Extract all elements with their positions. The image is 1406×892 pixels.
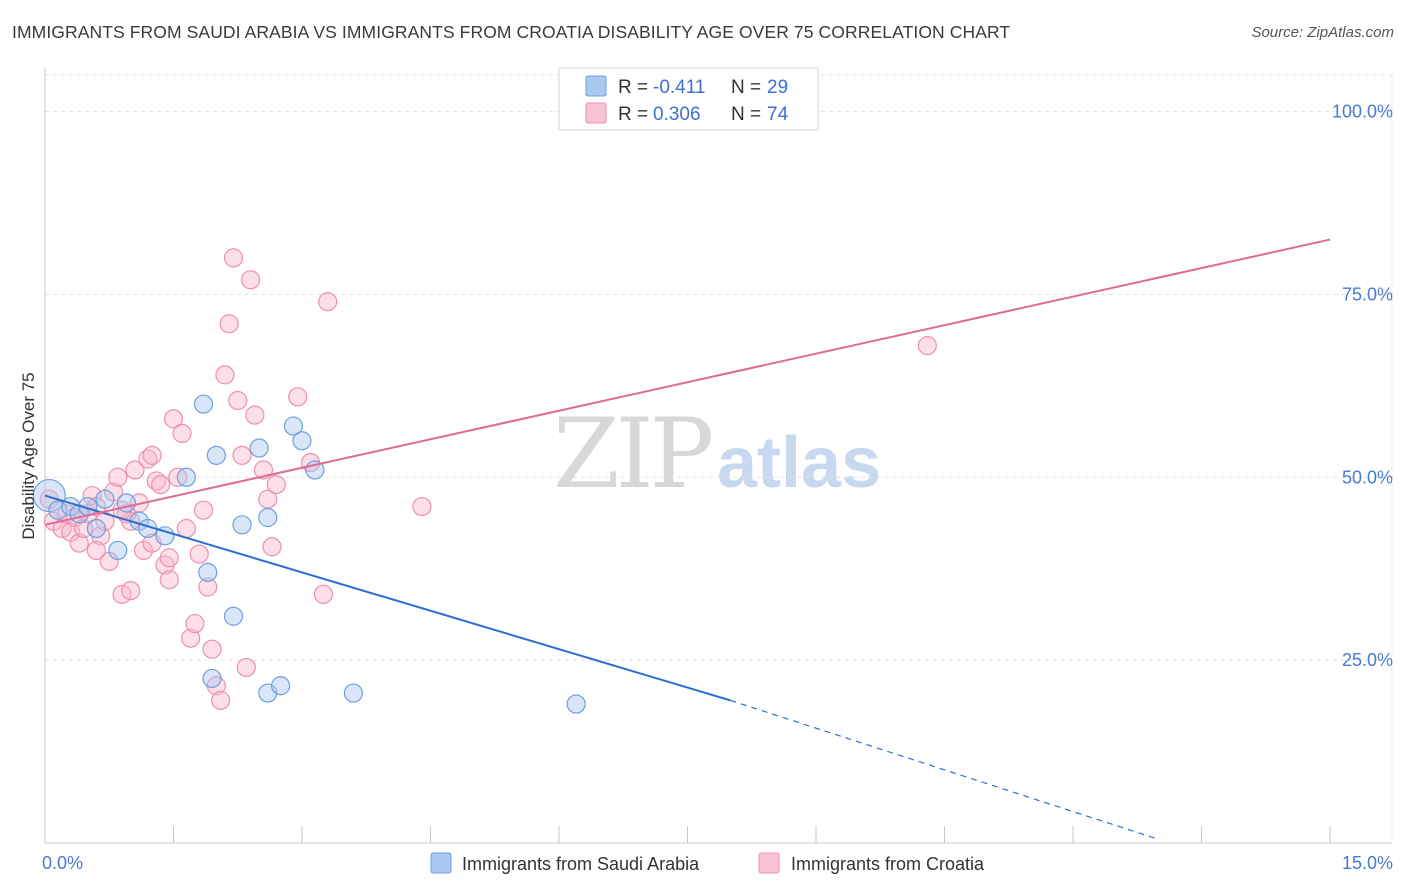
blue-point-15: [202, 668, 222, 689]
y-tick-label-1: 50.0%: [1342, 467, 1393, 487]
source-label: Source: ZipAtlas.com: [1251, 24, 1394, 41]
pink-point-15: [108, 467, 128, 487]
legend: R = -0.411 N = 29 R = 0.306 N = 74: [558, 67, 819, 131]
blue-point-27: [566, 694, 586, 714]
pink-point-39: [211, 690, 231, 710]
data-points: [32, 248, 937, 714]
pink-point-45: [236, 657, 256, 678]
legend-swatch-pink: [585, 102, 607, 124]
blue-point-19: [249, 438, 269, 458]
y-tick-labels: 25.0% 50.0% 75.0% 100.0%: [1332, 102, 1393, 671]
watermark: ZIP atlas: [553, 398, 881, 510]
x-tick-label-1: 15.0%: [1342, 853, 1393, 873]
blue-point-18: [223, 606, 244, 626]
blue-point-7: [108, 540, 128, 561]
blue-point-23: [283, 416, 304, 436]
legend-n-value-1: 29: [767, 77, 788, 98]
blue-point-1: [48, 500, 68, 520]
x-tick-labels: 0.0% 15.0%: [42, 853, 1393, 873]
pink-point-52: [288, 387, 308, 407]
pink-point-37: [202, 639, 222, 659]
pink-point-34: [189, 544, 209, 564]
bottom-legend-swatch-pink: [758, 852, 780, 874]
pink-point-50: [262, 537, 282, 557]
bottom-legend-swatch-blue: [430, 852, 452, 874]
legend-n-label-2: N =: [731, 104, 761, 125]
pink-point-33: [185, 613, 205, 634]
trend-lines: [44, 238, 1331, 840]
y-axis-label: Disability Age Over 75: [19, 372, 38, 539]
blue-point-12: [176, 467, 196, 487]
pink-point-56: [121, 581, 141, 601]
blue-point-14: [198, 562, 218, 582]
blue-point-13: [193, 394, 214, 414]
pink-point-23: [142, 445, 162, 465]
pink-point-40: [215, 365, 235, 385]
pink-point-28: [163, 409, 184, 429]
pink-point-25: [151, 475, 171, 495]
watermark-zip: ZIP: [553, 398, 712, 510]
blue-point-26: [343, 683, 363, 703]
pink-point-42: [223, 248, 244, 268]
pink-point-61: [412, 496, 432, 517]
blue-point-11: [155, 526, 175, 546]
pink-trend-line: [44, 238, 1331, 526]
blue-point-16: [206, 445, 226, 465]
pink-point-54: [313, 584, 334, 604]
legend-n-value-2: 74: [767, 104, 789, 125]
blue-point-17: [232, 515, 252, 535]
pink-point-6: [69, 533, 89, 553]
x-tick-label-0: 0.0%: [42, 853, 83, 873]
bottom-legend-label-croatia: Immigrants from Croatia: [791, 854, 985, 874]
pink-point-47: [245, 405, 265, 425]
bottom-legend: Immigrants from Saudi Arabia Immigrants …: [430, 852, 985, 874]
legend-r-value-1: -0.411: [653, 77, 705, 98]
pink-point-46: [241, 270, 261, 290]
y-tick-label-3: 100.0%: [1332, 102, 1393, 122]
blue-point-22: [270, 676, 291, 696]
y-tick-label-0: 25.0%: [1342, 650, 1393, 670]
legend-swatch-blue: [585, 75, 607, 97]
watermark-atlas: atlas: [717, 423, 881, 503]
blue-point-8: [116, 493, 136, 513]
pink-point-60: [159, 548, 179, 568]
legend-n-label-1: N =: [731, 77, 761, 98]
legend-r-label-1: R =: [618, 77, 648, 98]
bottom-legend-label-saudi: Immigrants from Saudi Arabia: [462, 854, 700, 874]
axes: [44, 68, 1392, 844]
chart-title: IMMIGRANTS FROM SAUDI ARABIA VS IMMIGRAN…: [12, 22, 1011, 42]
pink-point-32: [181, 628, 201, 648]
pink-point-57: [86, 540, 107, 561]
pink-point-35: [193, 500, 214, 520]
pink-point-51: [266, 475, 286, 495]
pink-point-9: [82, 485, 102, 506]
pink-point-19: [125, 460, 145, 480]
legend-r-value-2: 0.306: [653, 104, 701, 125]
blue-point-6: [95, 489, 115, 509]
blue-trend-extension: [730, 699, 1159, 840]
pink-point-55: [318, 292, 338, 312]
blue-point-21: [258, 507, 278, 528]
legend-r-label-2: R =: [618, 104, 648, 125]
pink-point-44: [232, 445, 252, 465]
pink-point-27: [159, 570, 179, 590]
pink-point-43: [228, 390, 248, 411]
y-tick-label-2: 75.0%: [1342, 284, 1393, 304]
pink-point-62: [917, 336, 937, 356]
blue-point-24: [292, 431, 312, 451]
pink-point-41: [219, 314, 239, 334]
blue-trend-line: [44, 494, 731, 702]
pink-point-30: [172, 423, 192, 443]
blue-point-5: [86, 518, 107, 539]
pink-point-36: [198, 577, 218, 597]
pink-point-31: [176, 518, 196, 539]
